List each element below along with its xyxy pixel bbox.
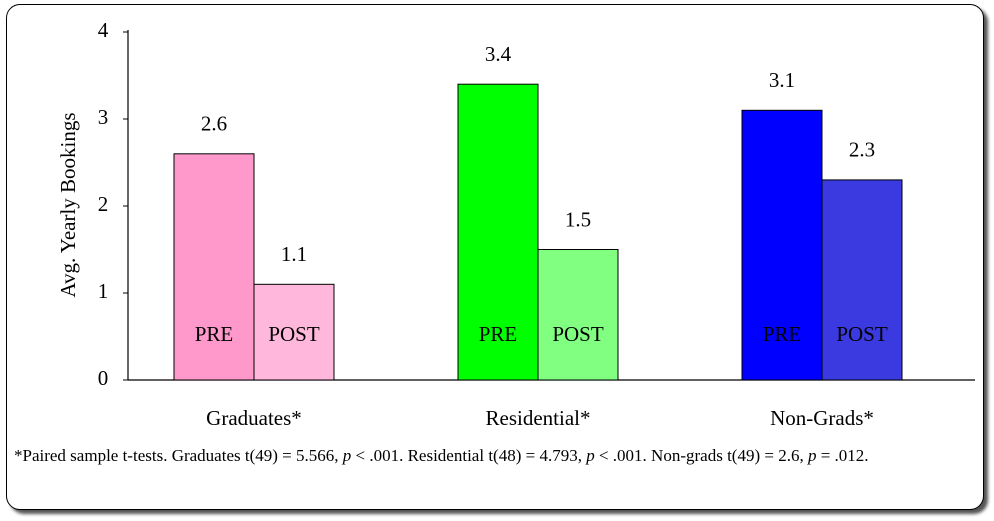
bar <box>253 283 335 381</box>
y-axis-label: Avg. Yearly Bookings <box>56 112 80 297</box>
bar-label: PRE <box>763 322 802 346</box>
footnote-text: *Paired sample t-tests. Graduates t(49) … <box>14 446 343 465</box>
footnote-text: < .001. Non-grads t(49) = 2.6, <box>594 446 808 465</box>
footnote-text: < .001. Residential t(48) = 4.793, <box>351 446 587 465</box>
bar-label: POST <box>268 322 320 346</box>
bar <box>537 249 619 381</box>
value-label: 1.1 <box>281 242 307 266</box>
footnote-text: p <box>586 446 595 465</box>
y-tick-label: 1 <box>98 279 109 303</box>
y-tick-label: 4 <box>98 18 109 42</box>
value-label: 3.1 <box>769 68 795 92</box>
value-label: 1.5 <box>565 207 591 231</box>
bar <box>457 83 539 381</box>
footnote: *Paired sample t-tests. Graduates t(49) … <box>14 444 974 468</box>
value-label: 3.4 <box>485 42 512 66</box>
value-label: 2.3 <box>849 138 875 162</box>
x-tick-label: Residential* <box>486 406 591 430</box>
bar <box>741 109 823 381</box>
bar-label: PRE <box>195 322 234 346</box>
y-tick-label: 0 <box>98 366 109 390</box>
value-label: 2.6 <box>201 112 227 136</box>
x-tick-label: Non-Grads* <box>770 406 874 430</box>
footnote-text: p <box>807 446 817 465</box>
footnote-text: = .012. <box>816 446 869 465</box>
bar-label: POST <box>836 322 888 346</box>
bar <box>821 179 903 381</box>
bar-label: PRE <box>479 322 518 346</box>
x-tick-label: Graduates* <box>206 406 302 430</box>
bar-label: POST <box>552 322 604 346</box>
y-tick-label: 2 <box>98 192 109 216</box>
footnote-text: p <box>342 446 352 465</box>
bar <box>173 153 255 381</box>
y-tick-label: 3 <box>98 105 109 129</box>
